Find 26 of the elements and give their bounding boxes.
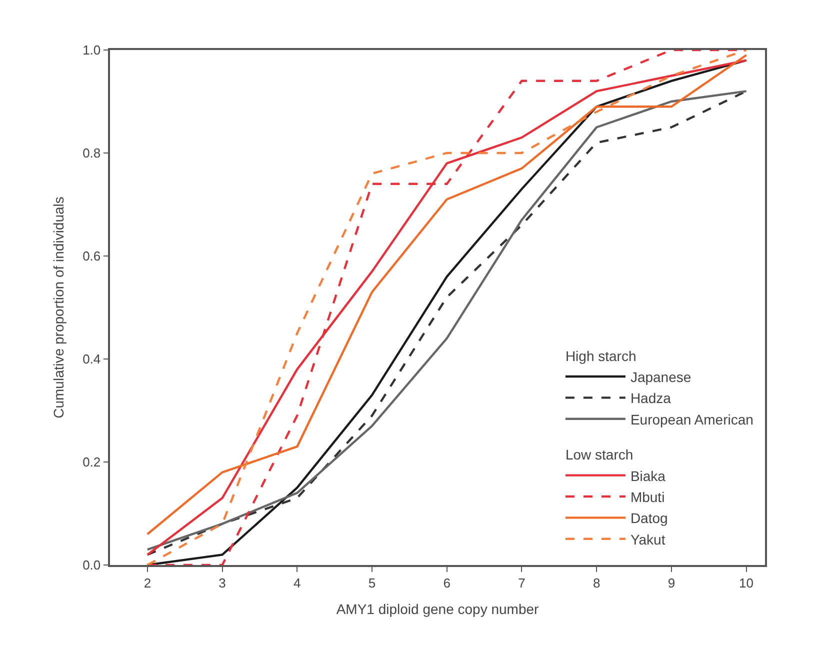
y-tick-label: 0.2 xyxy=(82,454,101,470)
legend-label: Biaka xyxy=(630,468,666,484)
legend-label: Mbuti xyxy=(630,488,665,505)
legend-label: Hadza xyxy=(630,390,672,406)
x-tick-label: 7 xyxy=(518,575,526,590)
legend-label: Yakut xyxy=(630,531,666,548)
legend-label: Datog xyxy=(630,510,668,526)
x-tick-label: 9 xyxy=(668,575,676,590)
annotation: High starch xyxy=(565,348,636,364)
annotation: Low starch xyxy=(565,446,634,463)
x-tick-label: 3 xyxy=(218,575,226,590)
x-tick-label: 4 xyxy=(294,575,301,590)
y-tick-label: 0.8 xyxy=(82,146,101,161)
y-tick-label: 0.0 xyxy=(82,558,101,573)
x-axis-title: AMY1 diploid gene copy number xyxy=(336,601,540,618)
y-axis-title: Cumulative proportion of individuals xyxy=(50,196,67,418)
x-tick-label: 8 xyxy=(592,575,600,590)
legend-label: Japanese xyxy=(630,368,692,385)
y-tick-label: 0.4 xyxy=(82,352,101,367)
x-tick-label: 6 xyxy=(443,575,450,590)
x-tick-label: 2 xyxy=(144,575,152,590)
legend-label: European American xyxy=(630,411,754,428)
x-tick-label: 5 xyxy=(368,575,376,590)
y-tick-label: 0.6 xyxy=(82,248,101,264)
x-tick-label: 10 xyxy=(739,575,754,590)
y-tick-label: 1.0 xyxy=(82,42,101,58)
